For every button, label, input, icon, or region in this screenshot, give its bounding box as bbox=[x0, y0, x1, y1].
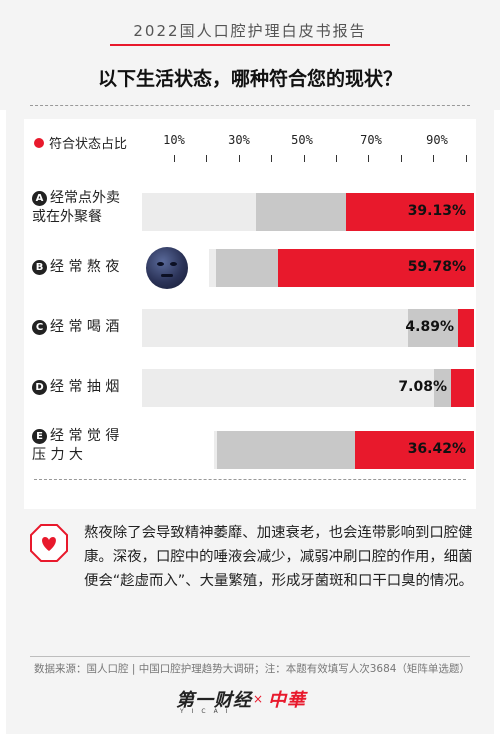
bar-segment-grey bbox=[434, 369, 451, 407]
bar-track bbox=[209, 249, 474, 287]
x-tick-mark bbox=[238, 155, 240, 162]
option-letter-badge: D bbox=[32, 380, 47, 395]
x-tick-mark bbox=[303, 155, 305, 162]
chart-card: 符合状态占比 10% 30% 50% 70% 90% A 经常点外卖或在外聚餐 39.13%… bbox=[24, 119, 476, 509]
bar-value-label: 4.89% bbox=[405, 319, 454, 335]
row-label-line2: 或在外聚餐 bbox=[32, 209, 102, 225]
zhonghua-logo: 中華 bbox=[268, 690, 306, 711]
x-tick-mark bbox=[206, 155, 208, 162]
heart-octagon-icon bbox=[30, 524, 68, 562]
bar-value-segment bbox=[451, 369, 474, 407]
bar-value-segment bbox=[278, 249, 474, 287]
x-tick-mark bbox=[271, 155, 273, 162]
bar-background bbox=[142, 369, 474, 407]
row-label-line1: 经 常 喝 酒 bbox=[50, 319, 120, 335]
option-letter-badge: A bbox=[32, 191, 47, 206]
card-divider bbox=[34, 479, 466, 480]
report-year: 2022 bbox=[133, 22, 180, 40]
chart-legend: 符合状态占比 bbox=[34, 133, 127, 152]
bar-value-segment bbox=[458, 309, 474, 347]
bar-track bbox=[142, 309, 474, 347]
x-tick-label: 30% bbox=[228, 133, 250, 147]
yicai-logo: 第一财经 YICAI bbox=[176, 686, 252, 715]
brand-separator: × bbox=[253, 692, 264, 706]
moon-eye bbox=[157, 262, 164, 266]
bar-segment-grey bbox=[216, 249, 278, 287]
header-banner: 2022国人口腔护理白皮书报告 以下生活状态，哪种符合您的现状？ bbox=[0, 0, 500, 110]
bar-value-label: 36.42% bbox=[407, 441, 466, 457]
legend-label: 符合状态占比 bbox=[49, 137, 128, 152]
row-label-line1: 经 常 抽 烟 bbox=[50, 379, 120, 395]
bar-value-segment bbox=[355, 431, 474, 469]
x-tick-label: 10% bbox=[163, 133, 185, 147]
survey-question: 以下生活状态，哪种符合您的现状？ bbox=[97, 68, 402, 90]
bar-track bbox=[142, 193, 474, 231]
yicai-logo-text: 第一财经 bbox=[176, 690, 252, 711]
title-underline bbox=[110, 44, 390, 46]
footer-divider bbox=[30, 656, 470, 657]
bar-value-label: 59.78% bbox=[407, 259, 466, 275]
bar-segment-grey bbox=[408, 309, 458, 347]
data-source: 数据来源：国人口腔 | 中国口腔护理趋势大调研；注：本题有效填写人次3684（矩… bbox=[34, 663, 470, 675]
x-tick-mark bbox=[400, 155, 402, 162]
header-divider bbox=[30, 105, 470, 106]
bar-row: A 经常点外卖或在外聚餐 39.13% bbox=[24, 189, 476, 241]
bar-segment-grey bbox=[256, 193, 346, 231]
x-tick-mark bbox=[433, 155, 435, 162]
report-title: 2022国人口腔护理白皮书报告 bbox=[0, 20, 500, 41]
report-name: 国人口腔护理白皮书报告 bbox=[179, 22, 367, 40]
row-label-line1: 经常点外卖 bbox=[50, 190, 120, 206]
x-tick-label: 50% bbox=[291, 133, 313, 147]
x-tick-label: 70% bbox=[360, 133, 382, 147]
bar-segment-grey bbox=[217, 431, 355, 469]
bar-track bbox=[142, 369, 474, 407]
option-letter-badge: E bbox=[32, 429, 47, 444]
row-label-line1: 经 常 觉 得 bbox=[50, 428, 120, 444]
health-note: 熬夜除了会导致精神萎靡、加速衰老，也会连带影响到口腔健康。深夜，口腔中的唾液会减… bbox=[84, 525, 474, 589]
bar-track bbox=[214, 431, 474, 469]
x-tick-mark bbox=[368, 155, 370, 162]
option-letter-badge: B bbox=[32, 260, 47, 275]
bar-value-label: 39.13% bbox=[407, 203, 466, 219]
yicai-logo-sub: YICAI bbox=[180, 708, 236, 715]
x-tick-mark bbox=[174, 155, 175, 162]
row-label-line2: 压 力 大 bbox=[32, 447, 83, 463]
x-tick-label: 90% bbox=[426, 133, 448, 147]
bar-value-segment bbox=[346, 193, 474, 231]
moon-mouth bbox=[161, 274, 173, 277]
bar-value-label: 7.08% bbox=[398, 379, 447, 395]
new-moon-face-icon bbox=[146, 247, 188, 289]
x-tick-mark bbox=[465, 155, 467, 162]
moon-eye bbox=[170, 262, 177, 266]
legend-dot-icon bbox=[34, 137, 44, 148]
row-label-line1: 经 常 熬 夜 bbox=[50, 259, 120, 275]
row-label: A 经常点外卖或在外聚餐 bbox=[32, 189, 142, 227]
x-tick-mark bbox=[336, 155, 337, 162]
option-letter-badge: C bbox=[32, 320, 47, 335]
